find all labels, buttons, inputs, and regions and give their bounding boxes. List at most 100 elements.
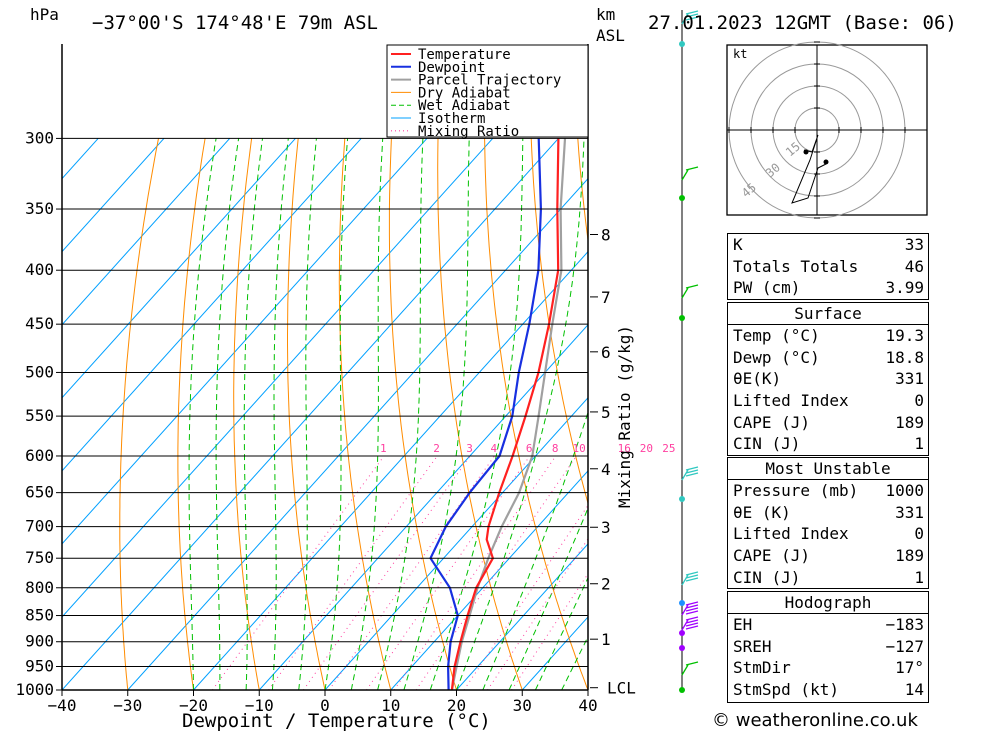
dry-adiabat-line — [338, 138, 392, 690]
chart-axes: 3003504004505005506006507007508008509009… — [15, 128, 635, 715]
dry-adiabat-line — [577, 138, 588, 244]
wind-barb-flag — [685, 601, 699, 606]
parcel-trajectory-line — [450, 138, 567, 690]
wind-barb-shaft — [681, 574, 689, 586]
indices-table: K 33 Totals Totals 46 PW (cm) 3.99 — [727, 233, 929, 301]
mixing-ratio-label: 25 — [662, 442, 675, 455]
wind-level-dot — [679, 315, 685, 321]
table-row: Lifted Index 0 — [728, 523, 928, 545]
height-tick-label: 1 — [601, 630, 611, 649]
legend-label: Isotherm — [418, 111, 485, 127]
table-row-value: 331 — [895, 369, 924, 389]
hodograph-table-title: Hodograph — [784, 593, 872, 612]
wind-barb-flag — [685, 574, 699, 579]
mixing-ratio-label: 3 — [466, 442, 473, 455]
mixing-ratio-line — [415, 455, 577, 690]
wet-adiabat-line — [429, 138, 524, 690]
mixing-ratio-label: 8 — [552, 442, 559, 455]
wet-adiabat-line — [243, 138, 263, 690]
wind-barb-shaft — [681, 619, 689, 631]
table-row-label: θE(K) — [733, 369, 782, 389]
wet-adiabat-line — [456, 138, 585, 690]
legend-label: Parcel Trajectory — [418, 73, 561, 89]
table-row-value: 1 — [914, 567, 924, 587]
x-tick-label: −20 — [179, 696, 208, 715]
wet-adiabat-line — [403, 138, 470, 690]
table-row: Temp (°C) 19.3 — [728, 325, 928, 347]
wind-barb-shaft — [681, 604, 689, 616]
table-row-value: 0 — [914, 391, 924, 411]
legend-label: Dewpoint — [418, 60, 485, 76]
isotherm-line — [324, 397, 588, 690]
mixing-ratio-label: 16 — [618, 442, 631, 455]
table-row-value: 189 — [895, 546, 924, 566]
wind-barb-flag — [685, 604, 699, 609]
table-row-label: EH — [733, 615, 753, 634]
height-tick-label: 3 — [601, 518, 611, 537]
pressure-tick-label: 850 — [25, 606, 54, 625]
table-row-label: Lifted Index — [733, 391, 849, 411]
wind-barb-shaft — [681, 287, 689, 299]
table-row: Lifted Index 0 — [728, 390, 928, 412]
wet-adiabat-line — [215, 138, 240, 690]
hodograph-table: Hodograph EH −183 SREH −127 StmDir 17° StmSpd … — [727, 591, 929, 703]
table-row-label: CIN (J) — [733, 567, 801, 587]
legend-label: Wet Adiabat — [418, 98, 511, 114]
wet-adiabat-line — [324, 138, 349, 690]
height-tick-label: 5 — [601, 403, 611, 422]
wind-barb-shaft — [681, 13, 689, 25]
table-row-label: CAPE (J) — [733, 412, 811, 432]
wind-level-dot — [679, 195, 685, 201]
wind-level-dot — [679, 645, 685, 651]
table-row: Dewp (°C) 18.8 — [728, 347, 928, 369]
mixing-ratio-label: 1 — [380, 442, 387, 455]
height-tick-label: LCL — [607, 679, 636, 698]
table-row-value: −183 — [885, 615, 924, 634]
table-row-value: 14 — [904, 680, 924, 700]
mixing-ratio-line — [393, 455, 557, 690]
mixing-ratio-axis-title: Mixing Ratio (g/kg) — [615, 325, 634, 508]
table-row-label: Lifted Index — [733, 524, 849, 544]
wind-level-dot — [679, 41, 685, 47]
table-row-label: Dewp (°C) — [733, 347, 820, 367]
wind-level-dot — [679, 630, 685, 636]
table-row-label: K — [733, 235, 743, 254]
height-tick-label: 7 — [601, 288, 611, 307]
wind-barb-flag — [685, 571, 699, 576]
pressure-tick-label: 900 — [25, 632, 54, 651]
x-tick-label: −40 — [48, 696, 77, 715]
wind-profile — [679, 10, 699, 693]
table-row-value: 19.3 — [885, 326, 924, 345]
wind-barb-flag — [685, 284, 699, 289]
height-unit-sub-label: ASL — [596, 26, 625, 45]
legend-label: Temperature — [418, 47, 511, 63]
mixing-ratio-line — [302, 455, 471, 690]
isotherm-line — [456, 543, 588, 690]
table-row-label: CAPE (J) — [733, 546, 811, 566]
wet-adiabat-line — [508, 506, 588, 690]
table-row: CIN (J) 1 — [728, 567, 928, 589]
table-row: CIN (J) 1 — [728, 433, 928, 455]
table-row-label: CIN (J) — [733, 434, 801, 454]
wet-adiabat-line — [188, 138, 217, 690]
mixing-ratio-label: 2 — [433, 442, 440, 455]
wind-barb-flag — [685, 466, 699, 471]
pressure-tick-label: 650 — [25, 483, 54, 502]
legend-label: Dry Adiabat — [418, 85, 511, 101]
table-row-value: 331 — [895, 502, 924, 522]
table-row: SREH −127 — [728, 636, 928, 658]
pressure-tick-label: 350 — [25, 199, 54, 218]
isotherm-line — [62, 138, 428, 545]
wind-barb-shaft — [681, 664, 689, 676]
chart-frame: 1 2 3 4 6 8 10 16 20 25 — [56, 44, 676, 691]
table-row-value: 3.99 — [885, 278, 924, 298]
wind-barb-flag — [685, 610, 699, 615]
wet-adiabat-line — [271, 138, 289, 690]
hodograph-point — [803, 149, 809, 155]
wind-barb-flag — [685, 577, 699, 582]
wind-barb-flag — [685, 625, 699, 630]
mixing-ratio-line — [366, 455, 531, 690]
wind-barb-flag — [685, 469, 699, 474]
table-row: CAPE (J) 189 — [728, 412, 928, 434]
